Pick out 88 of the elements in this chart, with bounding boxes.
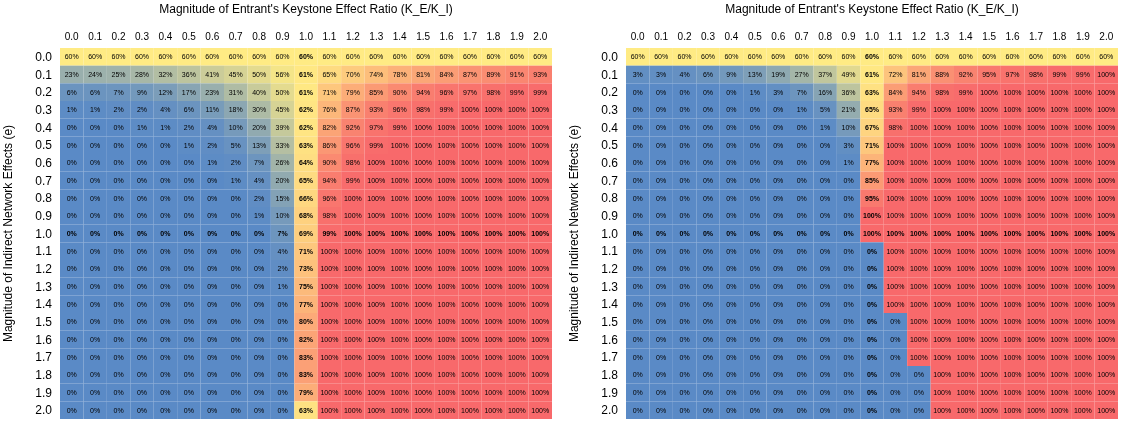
y-tick-label: 2.0 bbox=[35, 403, 53, 418]
y-tick-label: 1.5 bbox=[601, 315, 619, 330]
y-tick-label: 1.3 bbox=[35, 279, 53, 294]
x-tick-label: 2.0 bbox=[533, 31, 548, 42]
y-tick-label: 1.0 bbox=[601, 226, 619, 241]
y-tick-label: 1.2 bbox=[35, 262, 53, 277]
x-tick-label: 1.6 bbox=[439, 31, 454, 42]
x-tick-label: 0.6 bbox=[771, 31, 786, 42]
x-tick-label: 0.2 bbox=[677, 31, 692, 42]
y-tick-label: 0.2 bbox=[35, 85, 53, 100]
x-tick-label: 0.9 bbox=[841, 31, 856, 42]
y-tick-label: 0.9 bbox=[35, 209, 53, 224]
x-tick-label: 1.5 bbox=[416, 31, 431, 42]
x-tick-label: 0.2 bbox=[111, 31, 126, 42]
x-tick-label: 1.0 bbox=[865, 31, 880, 42]
x-tick-label: 1.7 bbox=[1029, 31, 1044, 42]
x-tick-label: 1.4 bbox=[392, 31, 408, 42]
x-tick-label: 2.0 bbox=[1099, 31, 1114, 42]
x-tick-label: 1.1 bbox=[888, 31, 903, 42]
y-tick-label: 0.6 bbox=[35, 156, 53, 171]
y-tick-label: 0.0 bbox=[35, 50, 53, 65]
x-tick-label: 0.7 bbox=[228, 31, 244, 42]
y-tick-label: 1.4 bbox=[35, 297, 53, 312]
y-tick-label: 0.4 bbox=[35, 120, 53, 135]
x-tick-label: 1.4 bbox=[958, 31, 974, 42]
y-tick-label: 0.3 bbox=[601, 103, 619, 118]
x-tick-label: 0.7 bbox=[794, 31, 810, 42]
x-axis-title: Magnitude of Entrant's Keystone Effect Ratio (K_E/K_I) bbox=[159, 1, 453, 16]
x-tick-label: 0.1 bbox=[654, 31, 669, 42]
y-tick-label: 0.7 bbox=[601, 173, 619, 188]
x-tick-label: 1.3 bbox=[935, 31, 950, 42]
y-tick-label: 1.3 bbox=[601, 279, 619, 294]
y-tick-label: 1.1 bbox=[35, 244, 53, 259]
y-tick-label: 0.2 bbox=[601, 85, 619, 100]
x-tick-label: 0.9 bbox=[275, 31, 290, 42]
x-tick-label: 1.9 bbox=[1075, 31, 1091, 42]
y-tick-label: 0.4 bbox=[601, 120, 619, 135]
x-tick-label: 0.8 bbox=[252, 31, 267, 42]
y-axis-title: Magnitude of Indirect Network Effects (e) bbox=[567, 124, 582, 343]
y-tick-label: 1.5 bbox=[35, 315, 53, 330]
y-tick-label: 0.6 bbox=[601, 156, 619, 171]
x-tick-label: 0.5 bbox=[181, 31, 197, 42]
x-tick-label: 0.6 bbox=[205, 31, 220, 42]
x-tick-label: 1.8 bbox=[486, 31, 501, 42]
y-tick-label: 0.1 bbox=[601, 67, 619, 82]
x-tick-label: 0.3 bbox=[701, 31, 716, 42]
y-tick-label: 0.3 bbox=[35, 103, 53, 118]
y-tick-label: 1.7 bbox=[601, 350, 619, 365]
y-tick-label: 1.9 bbox=[35, 385, 53, 400]
y-tick-label: 1.1 bbox=[601, 244, 619, 259]
x-tick-label: 0.4 bbox=[158, 31, 173, 42]
x-tick-label: 0.4 bbox=[724, 31, 739, 42]
x-tick-label: 1.7 bbox=[463, 31, 478, 42]
y-axis-title: Magnitude of Indirect Network Effects (e) bbox=[1, 124, 16, 343]
x-tick-label: 0.1 bbox=[88, 31, 103, 42]
y-tick-label: 0.7 bbox=[35, 173, 53, 188]
x-tick-label: 1.5 bbox=[982, 31, 997, 42]
x-tick-label: 0.8 bbox=[818, 31, 833, 42]
y-tick-label: 1.4 bbox=[601, 297, 619, 312]
x-tick-label: 1.0 bbox=[299, 31, 314, 42]
x-tick-label: 0.0 bbox=[64, 31, 80, 42]
y-tick-label: 1.6 bbox=[35, 332, 53, 347]
y-tick-label: 0.5 bbox=[601, 138, 619, 153]
x-tick-label: 1.6 bbox=[1005, 31, 1020, 42]
y-tick-label: 1.7 bbox=[35, 350, 53, 365]
x-tick-label: 1.2 bbox=[345, 31, 361, 42]
x-tick-label: 1.2 bbox=[911, 31, 927, 42]
x-tick-label: 0.3 bbox=[135, 31, 150, 42]
x-tick-label: 1.1 bbox=[322, 31, 337, 42]
y-tick-label: 1.8 bbox=[35, 368, 53, 383]
y-tick-label: 2.0 bbox=[601, 403, 619, 418]
y-tick-label: 1.6 bbox=[601, 332, 619, 347]
y-tick-label: 0.9 bbox=[601, 209, 619, 224]
y-tick-label: 1.9 bbox=[601, 385, 619, 400]
y-tick-label: 0.1 bbox=[35, 67, 53, 82]
x-axis-title: Magnitude of Entrant's Keystone Effect Ratio (K_E/K_I) bbox=[725, 1, 1019, 16]
x-tick-label: 1.9 bbox=[509, 31, 525, 42]
x-tick-label: 1.3 bbox=[369, 31, 384, 42]
y-tick-label: 0.8 bbox=[601, 191, 619, 206]
y-tick-label: 0.5 bbox=[35, 138, 53, 153]
y-tick-label: 1.0 bbox=[35, 226, 53, 241]
y-tick-label: 0.8 bbox=[35, 191, 53, 206]
x-tick-label: 0.5 bbox=[747, 31, 763, 42]
y-tick-label: 0.0 bbox=[601, 50, 619, 65]
y-tick-label: 1.2 bbox=[601, 262, 619, 277]
x-tick-label: 1.8 bbox=[1052, 31, 1067, 42]
x-tick-label: 0.0 bbox=[630, 31, 646, 42]
y-tick-label: 1.8 bbox=[601, 368, 619, 383]
